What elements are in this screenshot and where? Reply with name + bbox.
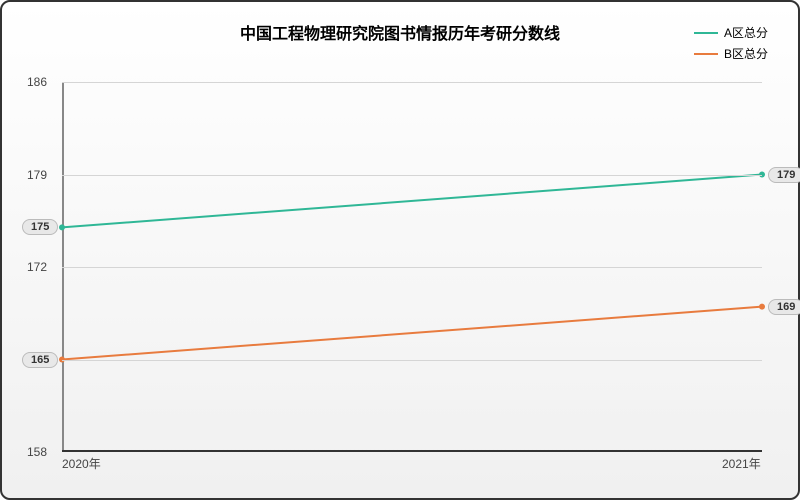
data-label: 169 bbox=[768, 299, 800, 315]
data-label: 175 bbox=[22, 219, 58, 235]
legend-label-b: B区总分 bbox=[724, 45, 768, 62]
y-tick-label: 158 bbox=[27, 445, 47, 459]
x-tick-label: 2021年 bbox=[722, 455, 761, 472]
series-line bbox=[62, 307, 762, 360]
legend-label-a: A区总分 bbox=[724, 24, 768, 41]
plot-area: 1581651721791862020年2021年175179165169 bbox=[62, 82, 762, 452]
y-tick-label: 186 bbox=[27, 75, 47, 89]
legend: A区总分 B区总分 bbox=[694, 24, 768, 66]
chart-container: 中国工程物理研究院图书情报历年考研分数线 A区总分 B区总分 158165172… bbox=[0, 0, 800, 500]
grid-line bbox=[62, 267, 762, 268]
x-tick-label: 2020年 bbox=[62, 455, 101, 472]
data-label: 165 bbox=[22, 352, 58, 368]
chart-title: 中国工程物理研究院图书情报历年考研分数线 bbox=[240, 20, 560, 44]
grid-line bbox=[62, 175, 762, 176]
y-tick-label: 179 bbox=[27, 168, 47, 182]
legend-swatch-a bbox=[694, 32, 718, 34]
grid-line bbox=[62, 360, 762, 361]
data-label: 179 bbox=[768, 167, 800, 183]
y-tick-label: 172 bbox=[27, 260, 47, 274]
series-line bbox=[62, 175, 762, 228]
legend-item-a: A区总分 bbox=[694, 24, 768, 41]
legend-item-b: B区总分 bbox=[694, 45, 768, 62]
legend-swatch-b bbox=[694, 53, 718, 55]
data-point bbox=[759, 304, 765, 310]
grid-line bbox=[62, 82, 762, 83]
data-point bbox=[59, 224, 65, 230]
